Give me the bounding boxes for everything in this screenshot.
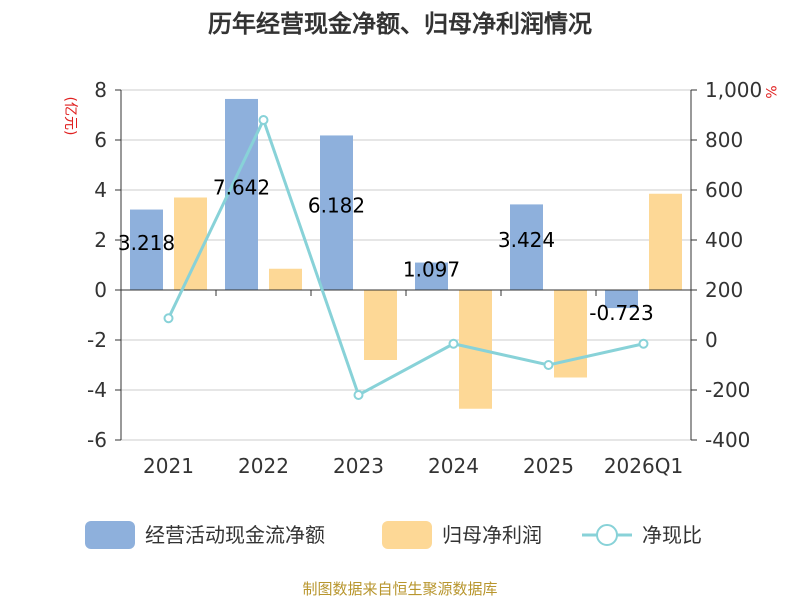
cash-flow-data-label: 7.642 (213, 175, 270, 199)
right-tick-label: -400 (705, 428, 750, 452)
right-tick-label: 0 (705, 328, 718, 352)
left-tick-label: 8 (94, 78, 107, 102)
left-tick-label: 4 (94, 178, 107, 202)
net-profit-bar (649, 193, 682, 290)
cash-flow-data-label: 6.182 (308, 194, 365, 218)
legend-label-net-profit: 归母净利润 (442, 523, 542, 547)
left-tick-label: 0 (94, 278, 107, 302)
right-tick-label: 400 (705, 228, 743, 252)
left-tick-label: -6 (87, 428, 107, 452)
cash-flow-bar (225, 98, 258, 290)
category-label: 2021 (143, 454, 194, 478)
left-tick-label: -4 (87, 378, 107, 402)
cash-flow-bar (320, 135, 353, 290)
cash-flow-bar (415, 262, 448, 290)
ratio-point (163, 313, 174, 324)
right-axis-unit: % (762, 85, 778, 98)
net-profit-bar (554, 290, 587, 378)
right-tick-label: 200 (705, 278, 743, 302)
cash-flow-data-label: 3.218 (118, 231, 175, 255)
ratio-line (167, 116, 644, 398)
ratio-point (448, 338, 459, 349)
right-tick-label: 600 (705, 178, 743, 202)
legend-label-cash-flow: 经营活动现金流净额 (145, 523, 325, 547)
cash-flow-bar (130, 209, 163, 290)
ratio-point (638, 338, 649, 349)
category-label: 2022 (238, 454, 289, 478)
net-profit-bar (364, 290, 397, 360)
right-tick-label: -200 (705, 378, 750, 402)
cash-flow-data-label: 1.097 (403, 257, 460, 281)
data-labels-layer: 3.218 7.642 6.182 1.097 3.424 -0.723 (118, 175, 654, 325)
ratio-point (353, 390, 364, 400)
cash-flow-data-label: -0.723 (589, 301, 653, 325)
cash-flow-bar (605, 290, 638, 309)
legend-label-ratio: 净现比 (642, 523, 702, 547)
category-label: 2023 (333, 454, 384, 478)
legend-swatch-net-profit (382, 521, 432, 549)
ratio-point (258, 115, 269, 125)
cash-flow-bar (510, 204, 543, 290)
left-axis-unit: (亿元) (62, 97, 78, 136)
left-tick-label: -2 (87, 328, 107, 352)
legend-swatch-ratio-marker (596, 524, 618, 546)
ratio-point (543, 360, 554, 370)
left-tick-label: 6 (94, 128, 107, 152)
category-label: 2024 (428, 454, 479, 478)
cash-flow-data-label: 3.424 (498, 228, 555, 252)
chart-title: 历年经营现金净额、归母净利润情况 (208, 10, 592, 38)
left-tick-label: 2 (94, 228, 107, 252)
net-profit-bar (174, 197, 207, 290)
category-label: 2026Q1 (604, 454, 683, 478)
right-tick-label: 800 (705, 128, 743, 152)
axes-layer: 8 1,000 6 800 4 600 2 400 0 200 -2 0 -4 -200 -6 -400 202… (87, 78, 762, 478)
category-label: 2025 (523, 454, 574, 478)
legend: 经营活动现金流净额 归母净利润 净现比 (85, 521, 702, 549)
legend-swatch-cash-flow (85, 521, 135, 549)
ratio-line-layer (163, 115, 649, 400)
net-profit-bar (269, 268, 302, 290)
bars-layer (130, 98, 682, 409)
source-note: 制图数据来自恒生聚源数据库 (302, 580, 497, 598)
right-tick-label: 1,000 (705, 78, 762, 102)
